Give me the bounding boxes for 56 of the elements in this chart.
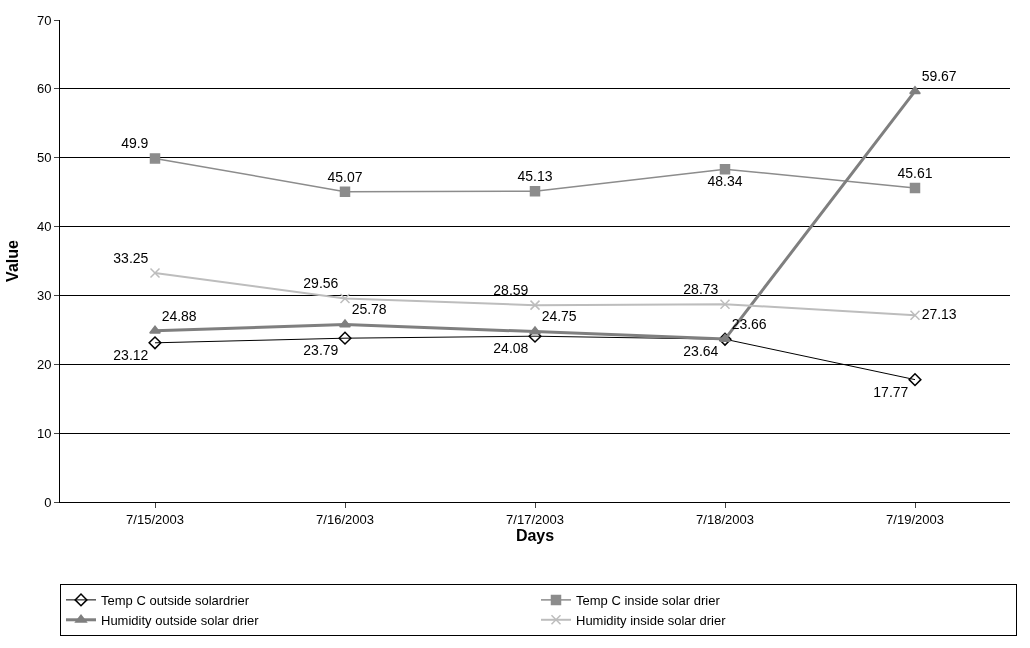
legend-label: Humidity outside solar drier <box>101 612 260 628</box>
point <box>529 186 541 197</box>
data-label: 29.56 <box>303 275 339 292</box>
data-label: 28.73 <box>683 281 719 298</box>
point <box>149 325 161 334</box>
point <box>909 182 921 194</box>
data-label: 23.66 <box>731 315 767 332</box>
x-tick-label: 7/19/2003 <box>886 511 944 527</box>
x-tick-label: 7/16/2003 <box>316 511 374 527</box>
point <box>529 326 541 335</box>
data-label: 23.12 <box>113 346 149 363</box>
point <box>719 163 731 175</box>
y-tick-label: 50 <box>36 150 52 166</box>
x-tick-label: 7/17/2003 <box>506 511 564 527</box>
data-label: 17.77 <box>873 383 909 400</box>
point <box>338 331 352 345</box>
x-axis-title: Days <box>515 527 555 545</box>
y-tick-label: 70 <box>36 12 52 28</box>
point <box>909 309 921 321</box>
point <box>149 153 161 164</box>
data-label: 45.61 <box>897 164 933 181</box>
point <box>908 373 922 387</box>
point <box>339 186 351 197</box>
data-label: 23.79 <box>303 342 339 359</box>
x-tick-label: 7/18/2003 <box>696 511 754 527</box>
y-tick-label: 30 <box>36 287 52 303</box>
data-label: 24.08 <box>493 340 529 357</box>
point <box>339 293 351 304</box>
data-label: 25.78 <box>351 301 387 318</box>
point <box>719 298 731 310</box>
legend-label: Temp C outside solardrier <box>101 592 250 608</box>
y-tick-label: 10 <box>36 425 52 441</box>
legend-label: Temp C inside solar drier <box>576 592 721 608</box>
point <box>909 85 921 95</box>
data-label: 28.59 <box>493 282 529 299</box>
data-label: 59.67 <box>921 68 957 84</box>
y-axis-title: Value <box>4 240 21 282</box>
y-tick-label: 20 <box>36 356 52 372</box>
data-label: 48.34 <box>707 173 743 190</box>
y-tick-label: 60 <box>36 81 52 97</box>
data-label: 33.25 <box>113 249 149 266</box>
point <box>148 336 162 350</box>
legend-label: Humidity inside solar drier <box>576 612 727 628</box>
data-label: 24.88 <box>161 307 197 324</box>
y-tick-label: 40 <box>36 219 52 235</box>
data-label: 23.64 <box>683 343 719 360</box>
data-label: 27.13 <box>921 305 957 322</box>
data-label: 45.13 <box>517 168 553 185</box>
data-label: 24.75 <box>541 308 577 325</box>
x-tick-label: 7/15/2003 <box>126 511 184 527</box>
point <box>529 299 541 311</box>
point <box>149 267 161 279</box>
data-label: 49.9 <box>121 135 149 152</box>
y-tick-label: 0 <box>44 494 52 510</box>
data-label: 45.07 <box>327 168 363 185</box>
point <box>339 319 351 328</box>
